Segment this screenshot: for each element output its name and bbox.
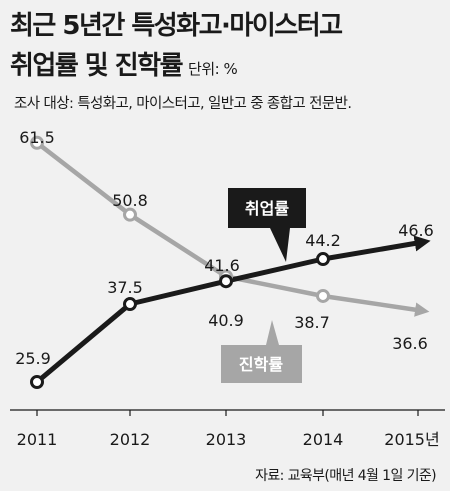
chart-title: 최근 5년간 특성화고·마이스터고 취업률 및 진학률 단위: %	[10, 6, 343, 89]
title-line-2-text: 취업률 및 진학률	[10, 51, 184, 81]
advancement-series-tag	[221, 320, 302, 383]
x-tick-label: 2014	[303, 430, 344, 449]
employment-point-2014	[316, 252, 330, 267]
employment-series-tag	[228, 188, 306, 262]
advancement-series-name: 진학률	[239, 355, 283, 374]
advancement-value-label: 50.8	[112, 191, 148, 210]
advancement-value-label: 36.6	[392, 334, 428, 353]
employment-point-2011	[30, 375, 44, 389]
employment-value-label: 40.9	[208, 311, 244, 330]
x-tick-label: 2012	[110, 430, 151, 449]
title-line-1: 최근 5년간 특성화고·마이스터고	[10, 11, 343, 41]
survey-note: 조사 대상: 특성화고, 마이스터고, 일반고 중 종합고 전문반.	[14, 96, 352, 112]
source-note: 자료: 교육부(매년 4월 1일 기준)	[255, 468, 437, 484]
employment-series-name: 취업률	[245, 199, 289, 218]
employment-value-label: 44.2	[305, 231, 341, 250]
advancement-value-label: 61.5	[19, 128, 55, 147]
advancement-value-label: 41.6	[204, 256, 240, 275]
employment-point-2012	[123, 297, 137, 312]
x-tick-label: 2013	[206, 430, 247, 449]
advancement-point-2014	[316, 288, 330, 303]
employment-value-label: 25.9	[15, 349, 51, 368]
unit-label: 단위: %	[188, 60, 238, 78]
employment-point-2013	[219, 274, 233, 289]
advancement-value-label: 38.7	[294, 313, 330, 332]
employment-value-label: 37.5	[107, 278, 143, 297]
x-tick-label: 2011	[17, 430, 58, 449]
advancement-point-2011	[30, 135, 44, 150]
title-line-2: 취업률 및 진학률 단위: %	[10, 46, 342, 89]
advancement-point-2012	[123, 207, 137, 222]
employment-value-label: 46.6	[398, 221, 434, 240]
x-tick-label: 2015년	[384, 430, 439, 449]
